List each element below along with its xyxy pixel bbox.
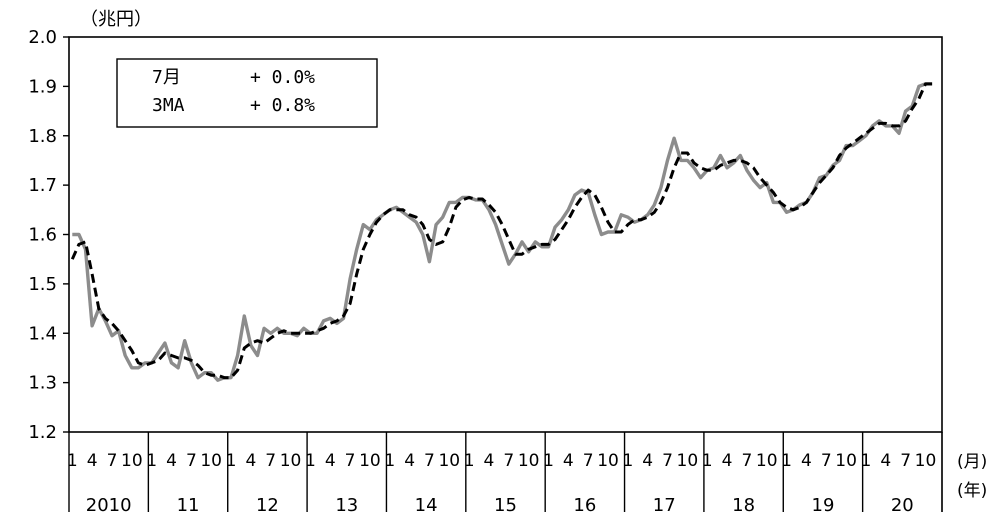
x-month-label: 4 xyxy=(404,451,415,471)
x-month-label: 4 xyxy=(722,451,733,471)
x-month-label: 4 xyxy=(880,451,891,471)
y-tick-label: 1.6 xyxy=(28,225,57,246)
x-month-label: 10 xyxy=(200,451,222,471)
x-month-label: 10 xyxy=(835,451,857,471)
x-month-label: 1 xyxy=(781,451,792,471)
x-month-label: 1 xyxy=(464,451,475,471)
x-month-label: 10 xyxy=(756,451,778,471)
x-month-label: 7 xyxy=(186,451,197,471)
x-month-label: 4 xyxy=(801,451,812,471)
x-month-label: 10 xyxy=(438,451,460,471)
x-year-label: 14 xyxy=(415,495,438,516)
x-month-label: 7 xyxy=(424,451,435,471)
x-year-label: 11 xyxy=(177,495,200,516)
x-year-label: 16 xyxy=(573,495,596,516)
x-month-label: 4 xyxy=(563,451,574,471)
x-year-label: 12 xyxy=(256,495,279,516)
x-month-label: 10 xyxy=(121,451,143,471)
y-tick-label: 1.7 xyxy=(28,175,57,196)
x-year-label: 15 xyxy=(494,495,517,516)
x-year-label: 2010 xyxy=(86,495,132,516)
y-tick-label: 2.0 xyxy=(28,27,57,48)
x-year-label: 17 xyxy=(653,495,676,516)
x-month-label: 10 xyxy=(280,451,302,471)
legend-label: 7月 xyxy=(152,67,181,88)
x-month-label: 4 xyxy=(87,451,98,471)
x-month-label: 7 xyxy=(107,451,118,471)
x-month-label: 7 xyxy=(741,451,752,471)
x-year-label: 20 xyxy=(891,495,914,516)
x-month-label: 1 xyxy=(226,451,237,471)
x-year-label: 19 xyxy=(812,495,835,516)
x-month-label: 4 xyxy=(245,451,256,471)
series-line-3ma xyxy=(70,82,933,380)
x-month-label: 7 xyxy=(662,451,673,471)
x-month-label: 4 xyxy=(484,451,495,471)
x-month-label: 1 xyxy=(305,451,316,471)
legend-value: + 0.0% xyxy=(250,67,315,88)
legend-value: + 0.8% xyxy=(250,95,315,116)
legend-label: 3MA xyxy=(152,95,185,116)
x-year-unit: (年) xyxy=(957,481,987,501)
x-month-label: 1 xyxy=(67,451,78,471)
y-tick-label: 1.8 xyxy=(28,126,57,147)
x-month-label: 7 xyxy=(900,451,911,471)
y-tick-label: 1.4 xyxy=(28,323,57,344)
x-month-label: 4 xyxy=(325,451,336,471)
x-month-label: 1 xyxy=(384,451,395,471)
x-year-label: 18 xyxy=(732,495,755,516)
x-month-label: 1 xyxy=(622,451,633,471)
x-month-label: 1 xyxy=(702,451,713,471)
series-line-actual xyxy=(72,82,933,382)
x-month-label: 7 xyxy=(821,451,832,471)
y-tick-label: 1.3 xyxy=(28,373,57,394)
x-month-label: 7 xyxy=(503,451,514,471)
x-month-label: 7 xyxy=(345,451,356,471)
y-unit-label: （兆円） xyxy=(80,9,152,30)
legend-box xyxy=(116,58,378,128)
y-tick-label: 1.5 xyxy=(28,274,57,295)
y-tick-label: 1.2 xyxy=(28,422,57,443)
x-month-label: 4 xyxy=(642,451,653,471)
x-month-unit: (月) xyxy=(957,452,987,472)
x-month-label: 10 xyxy=(915,451,937,471)
x-month-label: 7 xyxy=(265,451,276,471)
x-month-label: 10 xyxy=(359,451,381,471)
x-month-label: 10 xyxy=(597,451,619,471)
x-year-label: 13 xyxy=(335,495,358,516)
x-month-label: 10 xyxy=(518,451,540,471)
x-month-label: 1 xyxy=(146,451,157,471)
y-tick-label: 1.9 xyxy=(28,76,57,97)
x-month-label: 4 xyxy=(166,451,177,471)
x-month-label: 1 xyxy=(543,451,554,471)
x-month-label: 1 xyxy=(861,451,872,471)
x-month-label: 10 xyxy=(677,451,699,471)
x-month-label: 7 xyxy=(583,451,594,471)
